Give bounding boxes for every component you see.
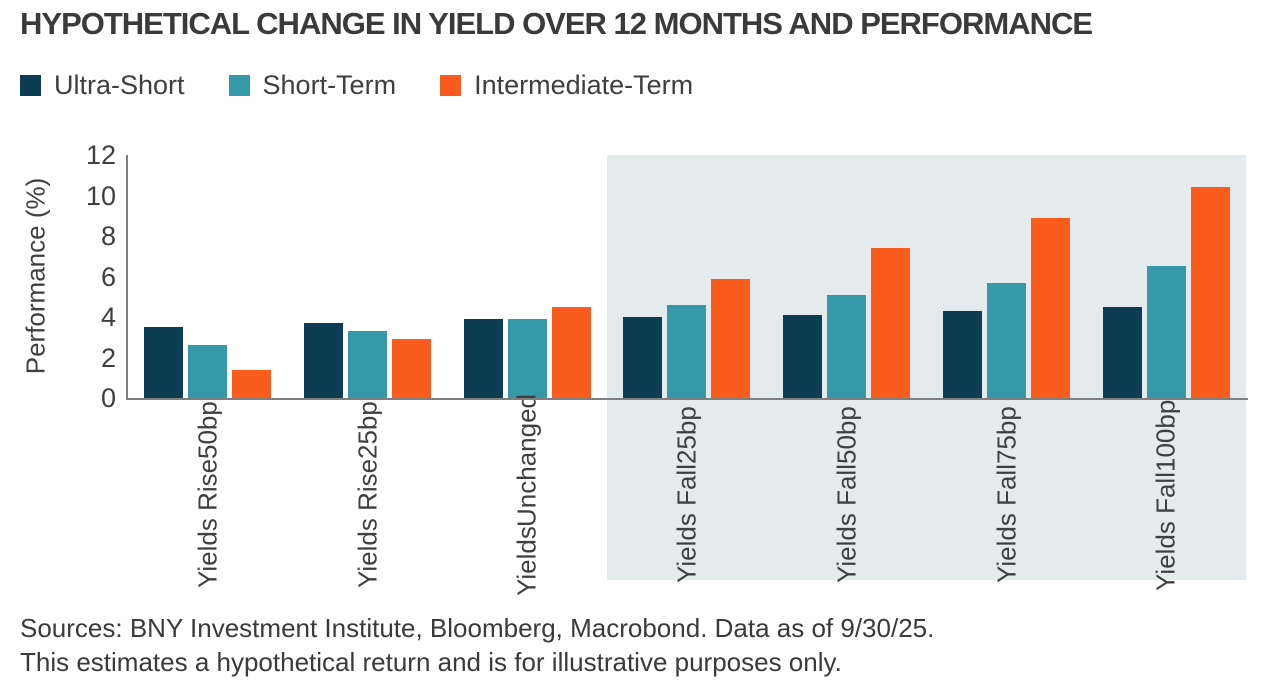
y-axis-title: Performance (%)	[20, 177, 51, 375]
source-note-line2: This estimates a hypothetical return and…	[20, 646, 842, 677]
x-axis-label: Yields Unchanged	[512, 393, 543, 597]
source-note: Sources: BNY Investment Institute, Bloom…	[20, 612, 934, 680]
y-tick-label: 12	[85, 140, 116, 170]
legend-item-ultra-short: Ultra-Short	[20, 70, 185, 101]
bar-intermediate-term-6	[1030, 217, 1070, 398]
bar-short-term-4	[667, 304, 707, 398]
x-axis-label: Yields Rise 50bp	[192, 401, 223, 589]
x-axis-label: Yields Fall 75bp	[991, 406, 1022, 584]
y-axis-line	[126, 155, 128, 398]
legend-swatch	[20, 75, 41, 96]
x-axis-label: Yields Rise 25bp	[352, 401, 383, 589]
bar-intermediate-term-7	[1190, 187, 1230, 398]
x-axis-line	[126, 398, 1248, 400]
legend-label: Intermediate-Term	[474, 70, 694, 100]
y-tick-label: 4	[100, 302, 116, 332]
bar-ultra-short-2	[304, 323, 344, 398]
legend-item-short-term: Short-Term	[228, 70, 397, 101]
bar-intermediate-term-2	[392, 339, 432, 398]
bar-ultra-short-3	[463, 319, 503, 398]
y-tick-label: 2	[100, 342, 116, 373]
bar-ultra-short-6	[942, 310, 982, 398]
bar-chart: Performance (%) 0 2 4 6 8 10 12 Yields Rise 50bp…	[0, 140, 1280, 600]
bar-short-term-3	[507, 319, 547, 398]
legend-label: Short-Term	[262, 70, 397, 100]
x-axis-label: Yields Fall 100bp	[1150, 399, 1181, 591]
legend-label: Ultra-Short	[54, 70, 185, 100]
bar-short-term-7	[1146, 266, 1186, 398]
x-axis-label: Yields Fall 50bp	[831, 406, 862, 584]
x-axis-label: Yields Fall 25bp	[671, 406, 702, 584]
legend-item-intermediate-term: Intermediate-Term	[440, 70, 693, 101]
source-note-line1: Sources: BNY Investment Institute, Bloom…	[20, 613, 935, 643]
y-tick-label: 8	[100, 221, 116, 251]
y-tick-label: 10	[85, 180, 116, 211]
bar-intermediate-term-3	[551, 306, 591, 398]
bar-short-term-2	[348, 331, 388, 398]
y-tick-label: 0	[100, 383, 116, 413]
bar-ultra-short-4	[623, 317, 663, 398]
bar-ultra-short-7	[1102, 306, 1142, 398]
bar-ultra-short-1	[144, 327, 184, 398]
legend-swatch	[228, 75, 250, 96]
bar-short-term-5	[827, 294, 867, 398]
bar-intermediate-term-1	[232, 369, 272, 398]
bar-intermediate-term-5	[871, 248, 911, 398]
bar-ultra-short-5	[783, 314, 823, 398]
bar-short-term-6	[986, 282, 1026, 398]
legend-swatch	[440, 75, 462, 96]
y-tick-label: 6	[100, 261, 116, 292]
chart-title: HYPOTHETICAL CHANGE IN YIELD OVER 12 MON…	[20, 6, 1093, 41]
bar-short-term-1	[188, 345, 228, 398]
bar-intermediate-term-4	[711, 278, 751, 398]
legend: Ultra-Short Short-Term Intermediate-Term	[20, 70, 693, 101]
